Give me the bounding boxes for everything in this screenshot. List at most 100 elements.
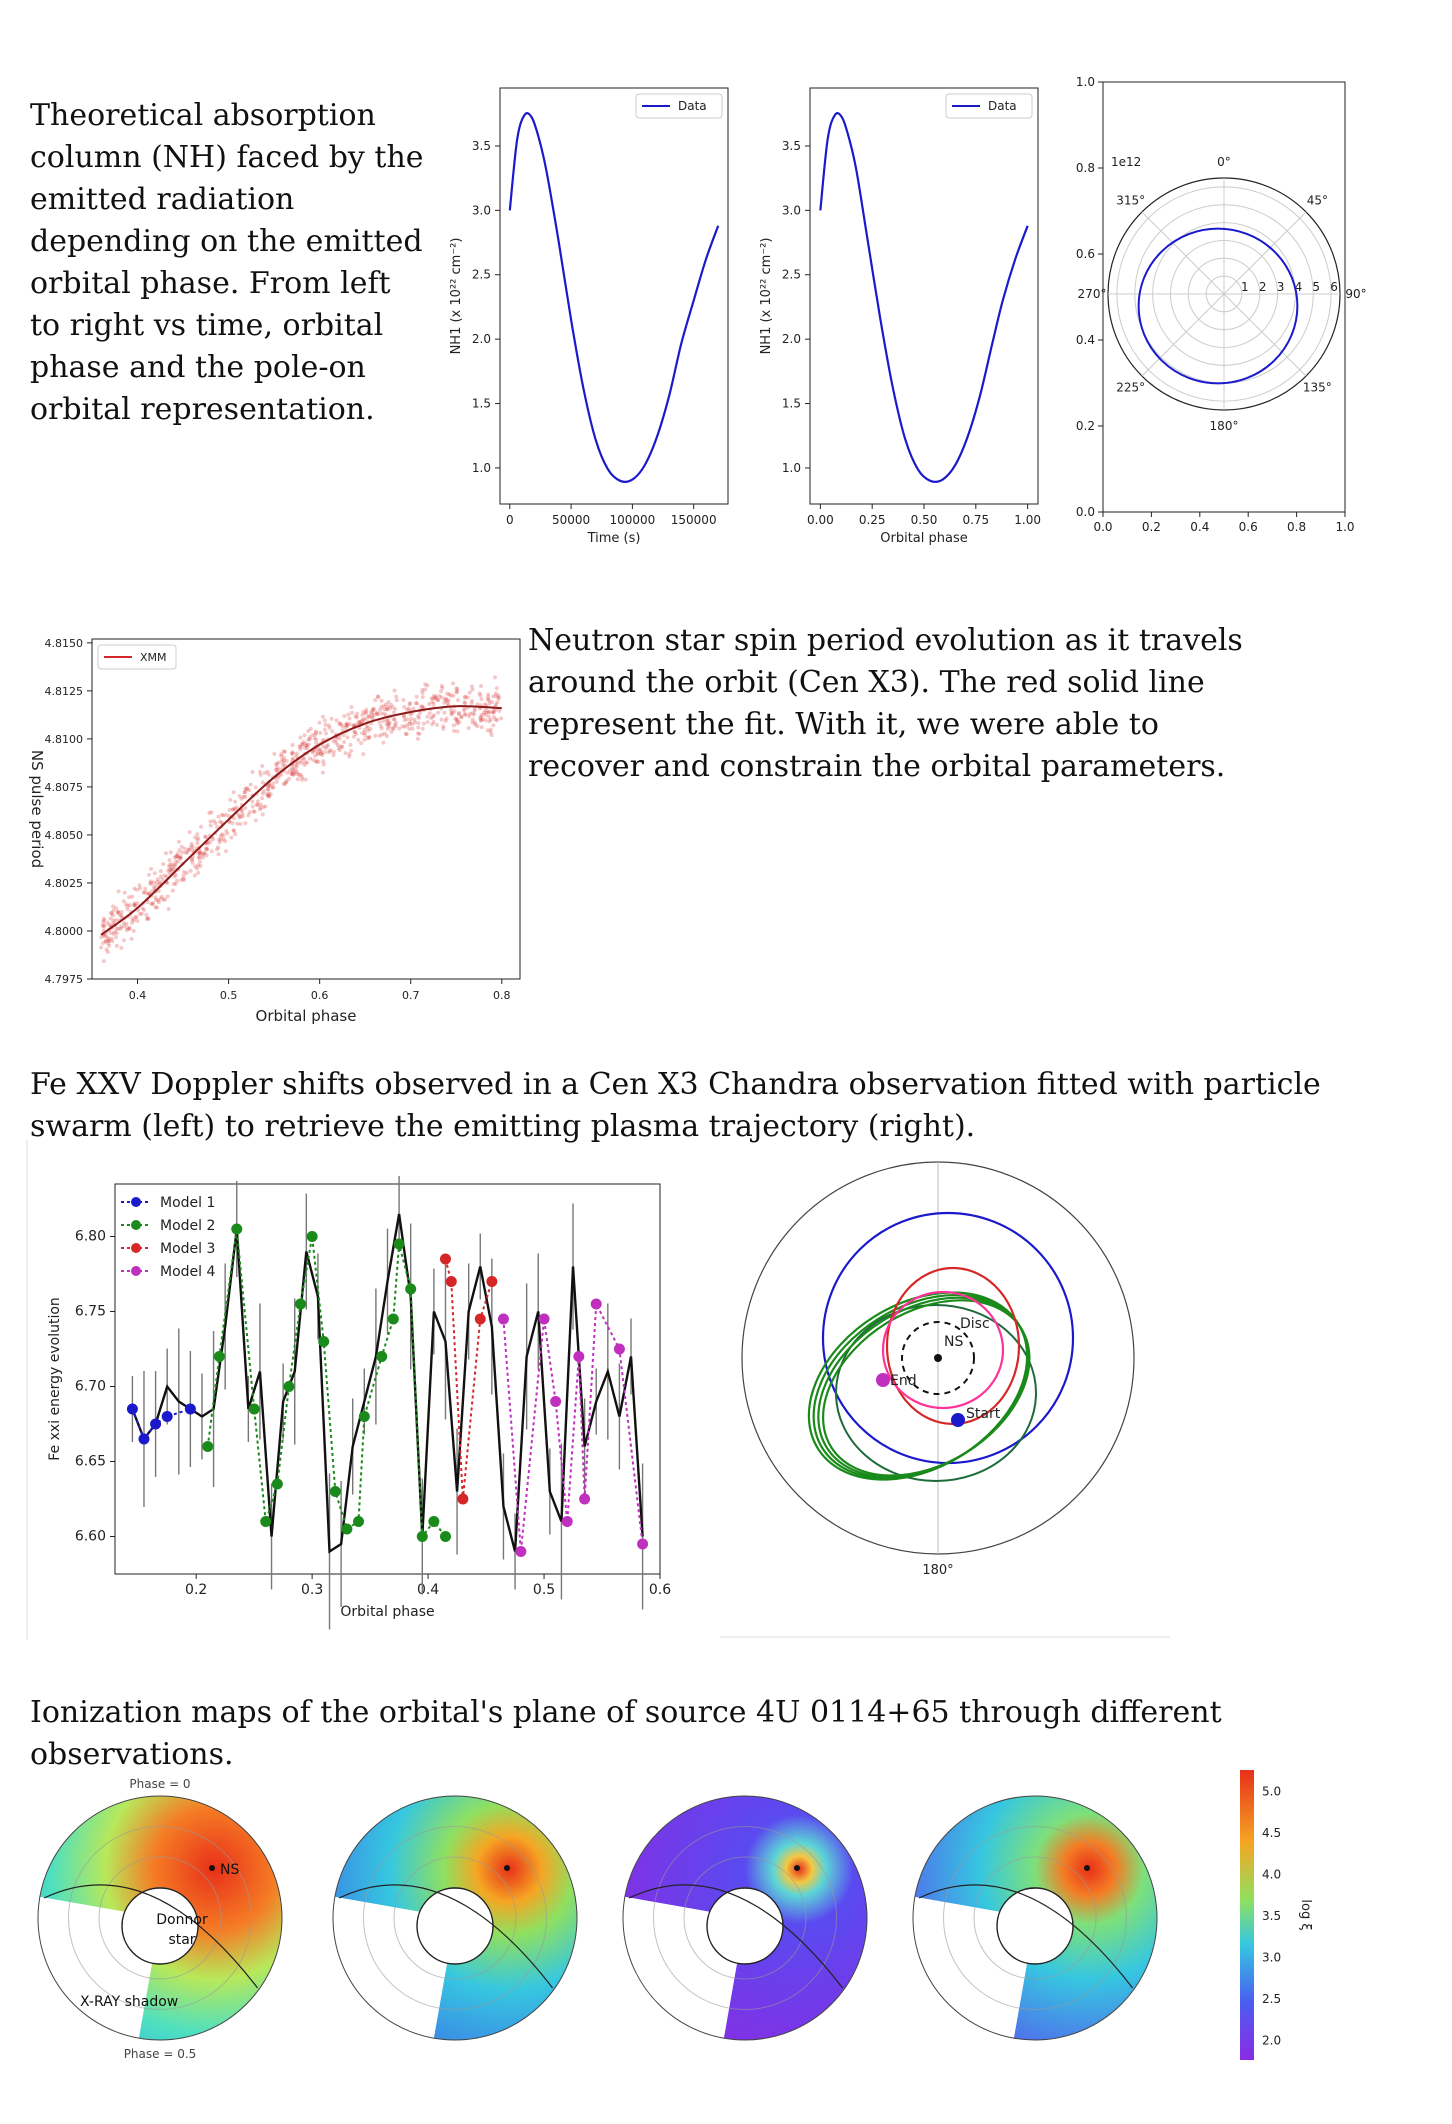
xmm-point (291, 767, 296, 772)
xmm-point (243, 806, 248, 811)
xmm-point (470, 720, 475, 725)
xmm-point (204, 846, 209, 851)
xmm-point (499, 716, 504, 721)
xmm-point (300, 777, 305, 782)
xmm-point (130, 894, 135, 899)
y-tick-label: 1.0 (1076, 75, 1095, 89)
model-point (353, 1516, 365, 1527)
legend-marker (131, 1243, 141, 1253)
xmm-point (343, 751, 348, 756)
grid-ring (363, 1826, 547, 2010)
caption-nh: Theoretical absorption column (NH) faced… (30, 95, 430, 431)
xmm-point (352, 730, 357, 735)
xmm-point (174, 854, 179, 859)
xmm-point (402, 724, 407, 729)
xmm-point (420, 695, 425, 700)
xmm-point (187, 830, 192, 835)
x-tick-label: 150000 (671, 513, 717, 527)
xmm-point (263, 804, 268, 809)
xmm-point (321, 762, 326, 767)
xmm-point (324, 731, 329, 736)
xmm-point (101, 941, 106, 946)
ionization-map (332, 1795, 578, 2041)
xmm-point (433, 694, 438, 699)
xmm-point (99, 945, 104, 950)
xmm-point (198, 859, 203, 864)
donor-star (416, 1887, 494, 1965)
colorbar (1240, 1770, 1254, 2060)
polar-angle-label: 45° (1307, 194, 1328, 208)
xmm-point (109, 911, 114, 916)
xmm-point (497, 708, 502, 713)
xmm-point (317, 720, 322, 725)
xmm-point (133, 915, 138, 920)
xmm-point (283, 781, 288, 786)
xmm-point (493, 702, 498, 707)
xmm-point (141, 890, 146, 895)
xmm-point (389, 702, 394, 707)
xmm-point (485, 697, 490, 702)
xmm-point (390, 705, 395, 710)
xmm-point (221, 832, 226, 837)
xmm-point (145, 900, 150, 905)
xmm-point (164, 874, 169, 879)
xmm-point (158, 896, 163, 901)
xmm-point (171, 881, 176, 886)
xmm-point (347, 722, 352, 727)
xmm-point (362, 730, 367, 735)
xmm-point (457, 720, 462, 725)
x-tick-label: 0.6 (311, 989, 329, 1002)
legend: Data (945, 93, 1033, 119)
xmm-point (354, 732, 359, 737)
xmm-point (341, 733, 346, 738)
xmm-point (394, 698, 399, 703)
polar-angle-label: 90° (1345, 287, 1366, 301)
orbit-green (822, 1299, 1031, 1477)
xmm-point (313, 729, 318, 734)
xmm-point (362, 717, 367, 722)
x-tick-label: 0.75 (962, 513, 989, 527)
polar-angle-label: 315° (1116, 194, 1145, 208)
xmm-point (146, 872, 151, 877)
y-tick-label: 0.2 (1076, 419, 1095, 433)
legend-label: Model 1 (160, 1195, 215, 1211)
model-point (613, 1343, 625, 1355)
xmm-point (392, 723, 397, 728)
xmm-point (402, 704, 407, 709)
xmm-point (479, 697, 484, 702)
xmm-point (172, 874, 177, 879)
xmm-point (492, 715, 497, 720)
xmm-point (337, 736, 342, 741)
xmm-point (284, 779, 289, 784)
xmm-point (321, 759, 326, 764)
colorbar-tick-label: 2.0 (1262, 2033, 1281, 2047)
xmm-point (153, 905, 158, 910)
xmm-point (290, 769, 295, 774)
xmm-point (425, 714, 430, 719)
xmm-point (430, 700, 435, 705)
xmm-point (221, 813, 226, 818)
xmm-point (455, 698, 460, 703)
xmm-point (368, 726, 373, 731)
xmm-point (179, 844, 184, 849)
xmm-point (150, 902, 155, 907)
polar-radial-label: 3 (1277, 280, 1285, 294)
xmm-point (104, 934, 109, 939)
xmm-point (427, 711, 432, 716)
caption-doppler: Fe XXV Doppler shifts observed in a Cen … (30, 1064, 1430, 1148)
xmm-point (282, 749, 287, 754)
xmm-point (451, 693, 456, 698)
xmm-point (143, 886, 148, 891)
y-tick-label: 3.5 (782, 139, 801, 153)
model-point (457, 1493, 469, 1505)
xmm-point (385, 704, 390, 709)
ns-marker (934, 1354, 942, 1362)
xmm-point (430, 722, 435, 727)
xmm-point (459, 715, 464, 720)
xmm-point (393, 707, 398, 712)
xmm-point (255, 802, 260, 807)
xmm-point (285, 770, 290, 775)
x-tick-label: 0.0 (1093, 520, 1112, 534)
map-outline (622, 1795, 868, 2041)
xmm-point (451, 723, 456, 728)
